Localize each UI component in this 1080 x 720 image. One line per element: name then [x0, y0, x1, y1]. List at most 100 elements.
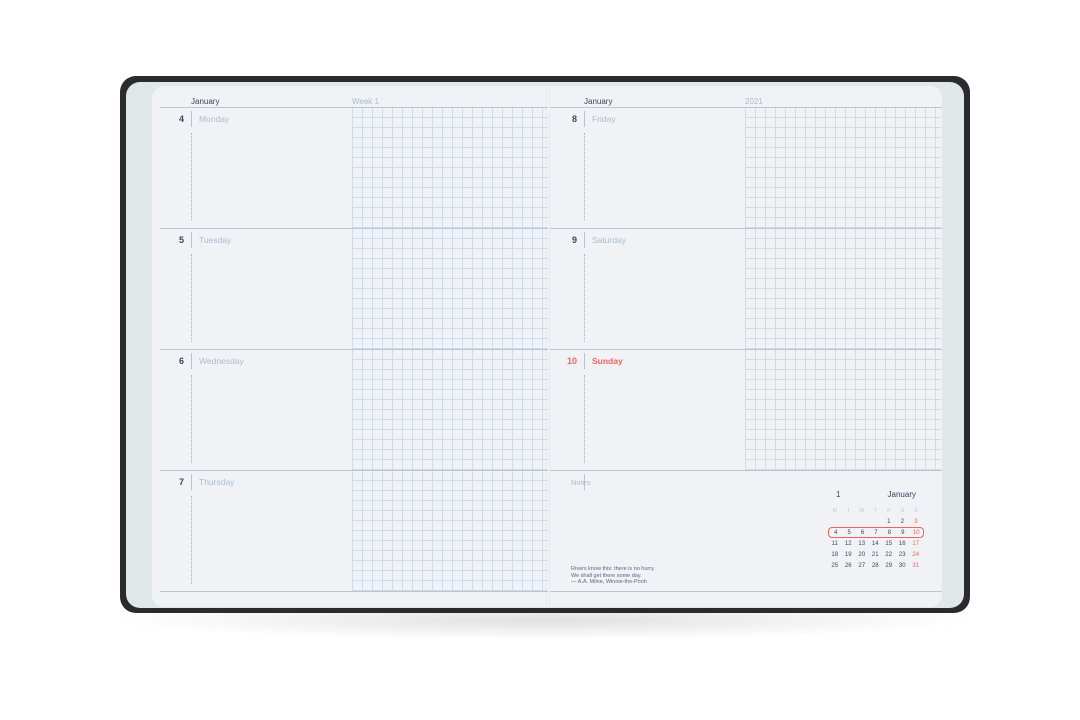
year-label: 2021	[745, 97, 763, 106]
date-rule	[191, 353, 192, 369]
calendar-day: 16	[898, 540, 906, 547]
day-number: 4	[178, 114, 184, 124]
left-month: January	[191, 97, 220, 106]
day-name: Friday	[592, 114, 616, 124]
grid-area	[352, 229, 548, 349]
date-rule	[584, 111, 585, 127]
calendar-day: 21	[871, 551, 879, 558]
date-rule	[584, 474, 585, 490]
day-name: Monday	[199, 114, 230, 124]
row-divider	[160, 349, 548, 350]
calendar-day: S	[914, 507, 918, 514]
row-divider	[160, 470, 548, 471]
calendar-day: 8	[887, 529, 892, 536]
calendar-day: 20	[858, 551, 866, 558]
calendar-day: 2	[900, 518, 904, 525]
quote: Rivers know this: there is no hurry. We …	[571, 566, 655, 586]
calendar-day: W	[859, 507, 865, 514]
calendar-day: 30	[898, 562, 906, 569]
calendar-day: M	[832, 507, 837, 514]
row-divider	[550, 228, 942, 229]
day-number: 5	[178, 235, 184, 245]
grid-area	[352, 350, 548, 470]
dot-guides	[191, 254, 193, 342]
calendar-day: 1	[887, 518, 891, 525]
dot-guides	[191, 496, 193, 584]
quote-line: We shall get there some day.	[571, 572, 642, 579]
bottom-rule	[160, 591, 548, 592]
bottom-rule	[550, 591, 942, 592]
week-label: Week 1	[352, 97, 379, 106]
grid-area	[352, 471, 548, 591]
mini-calendar: 1 January M T W T F S S 1 2 3 4 5 6 7 8 9 10 11 12 13 14 15 16 1…	[828, 490, 924, 571]
row-divider	[160, 107, 548, 108]
grid-area	[745, 108, 941, 228]
calendar-day: 19	[844, 551, 852, 558]
calendar-day: 5	[847, 529, 851, 536]
row-divider	[550, 470, 942, 471]
grid-area	[745, 229, 941, 349]
quote-attribution: — A.A. Milne, Winnie-the-Pooh	[571, 579, 647, 585]
calendar-week: 4 5 6 7 8 9 10	[828, 527, 924, 538]
day-name: Tuesday	[199, 235, 232, 245]
calendar-week: 1 2 3	[828, 516, 924, 527]
dot-guides	[191, 133, 193, 221]
date-rule	[191, 111, 192, 127]
date-rule	[584, 232, 585, 248]
calendar-day: 11	[831, 540, 838, 547]
calendar-month-number: 1	[836, 490, 841, 499]
day-name: Thursday	[199, 477, 235, 487]
calendar-day: 9	[901, 529, 905, 536]
notes-label: Notes	[571, 478, 591, 487]
calendar-day: 15	[885, 540, 893, 547]
calendar-day: 10	[912, 529, 920, 536]
day-number: 6	[178, 356, 184, 366]
spine	[546, 86, 550, 607]
row-divider	[160, 228, 548, 229]
calendar-day: T	[873, 507, 877, 514]
dot-guides	[584, 375, 586, 463]
calendar-day: 18	[831, 551, 839, 558]
calendar-day: 17	[912, 540, 920, 547]
day-name: Wednesday	[199, 356, 244, 366]
date-rule	[191, 474, 192, 490]
calendar-day: 13	[858, 540, 866, 547]
calendar-day: 3	[914, 518, 918, 525]
dot-guides	[191, 375, 193, 463]
calendar-week: 18 19 20 21 22 23 24	[828, 549, 924, 560]
calendar-week: 11 12 13 14 15 16 17	[828, 538, 924, 549]
day-number: 10	[566, 356, 577, 366]
day-name: Sunday	[592, 356, 623, 366]
calendar-day: 27	[858, 562, 866, 569]
right-month: January	[584, 97, 613, 106]
row-divider	[550, 107, 942, 108]
grid-area	[352, 108, 548, 228]
calendar-day: 14	[871, 540, 879, 547]
calendar-day: 4	[834, 529, 838, 536]
calendar-day: T	[846, 507, 850, 514]
dot-guides	[584, 133, 586, 221]
calendar-day: 28	[871, 562, 879, 569]
calendar-week: 25 26 27 28 29 30 31	[828, 560, 924, 571]
calendar-day: 25	[831, 562, 839, 569]
calendar-day: 24	[912, 551, 920, 558]
calendar-day: S	[900, 507, 904, 514]
calendar-day: 23	[898, 551, 906, 558]
row-divider	[550, 349, 942, 350]
calendar-day: 26	[844, 562, 852, 569]
calendar-day: F	[887, 507, 891, 514]
dot-guides	[584, 254, 586, 342]
day-number: 9	[571, 235, 577, 245]
calendar-day: 29	[885, 562, 893, 569]
date-rule	[584, 353, 585, 369]
calendar-day: 12	[844, 540, 852, 547]
grid-area	[745, 350, 941, 470]
date-rule	[191, 232, 192, 248]
day-number: 8	[571, 114, 577, 124]
day-name: Saturday	[592, 235, 627, 245]
quote-line: Rivers know this: there is no hurry.	[571, 566, 655, 572]
calendar-day: 31	[912, 562, 920, 569]
calendar-day: 22	[885, 551, 893, 558]
day-number: 7	[178, 477, 184, 487]
